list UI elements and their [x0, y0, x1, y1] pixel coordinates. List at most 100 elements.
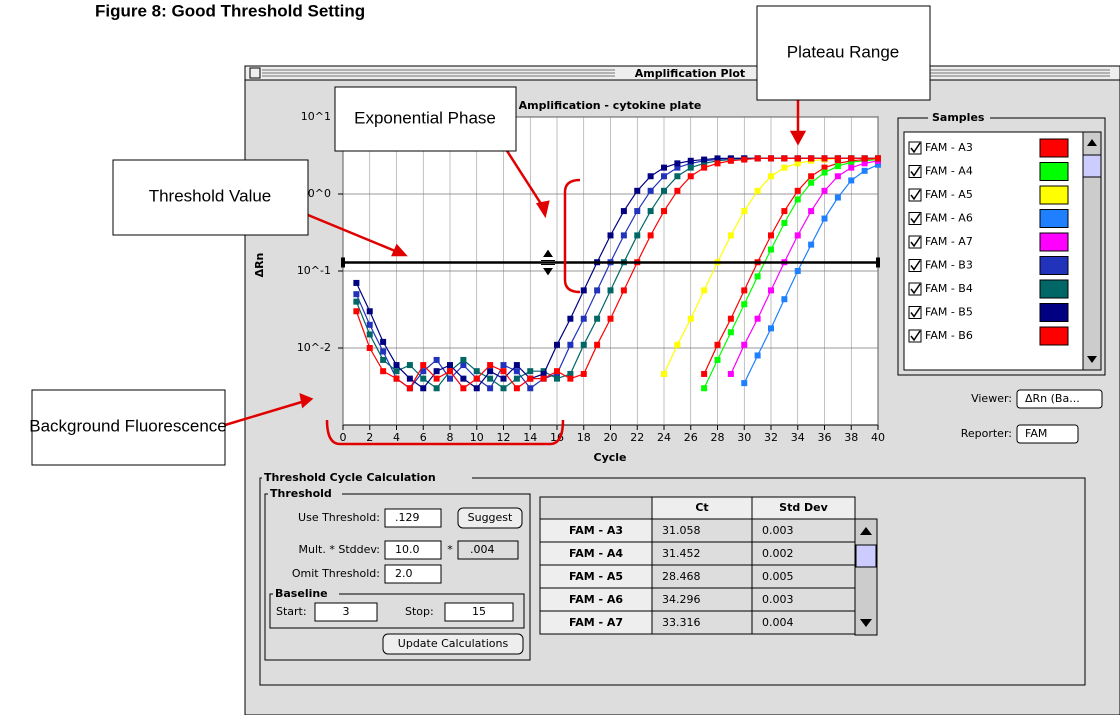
- data-point: [808, 179, 815, 186]
- data-point: [661, 370, 667, 377]
- data-point: [768, 325, 774, 332]
- data-point: [821, 187, 828, 194]
- data-point: [741, 380, 748, 387]
- data-point: [661, 173, 667, 180]
- legend-check[interactable]: [910, 213, 921, 224]
- table-value: 33.316: [662, 616, 701, 629]
- data-point: [701, 164, 708, 171]
- baseline-title: Baseline: [275, 587, 328, 600]
- legend-check[interactable]: [910, 283, 921, 295]
- row-header: FAM - A7: [569, 616, 623, 629]
- data-point: [768, 246, 774, 253]
- samples-scrollbar[interactable]: [1082, 131, 1102, 371]
- legend-check[interactable]: [910, 189, 921, 201]
- data-point: [661, 208, 667, 215]
- reporter-popup[interactable]: [1016, 424, 1079, 444]
- mult-field[interactable]: [384, 540, 442, 560]
- start-label: Start:: [276, 605, 307, 618]
- data-point: [848, 159, 855, 166]
- legend-check[interactable]: [910, 330, 921, 342]
- update-label[interactable]: Update Calculations: [398, 637, 509, 650]
- data-point: [567, 341, 574, 348]
- mult-value[interactable]: 10.0: [395, 543, 420, 556]
- data-point: [647, 232, 654, 239]
- x-tick-label: 18: [577, 431, 591, 444]
- data-point: [754, 155, 761, 162]
- stop-value[interactable]: 15: [472, 605, 486, 618]
- data-point: [433, 356, 440, 363]
- data-point: [366, 308, 373, 315]
- data-point: [687, 164, 694, 171]
- start-field[interactable]: [314, 602, 378, 622]
- data-point: [473, 385, 480, 392]
- data-point: [808, 173, 815, 180]
- table-value: 0.004: [762, 616, 794, 629]
- data-point: [794, 268, 801, 274]
- legend-swatch: [1039, 279, 1069, 299]
- callout-exponential: Exponential Phase: [354, 108, 496, 127]
- figure-title: Figure 8: Good Threshold Setting: [95, 1, 365, 20]
- start-value[interactable]: 3: [343, 605, 350, 618]
- data-point: [487, 375, 494, 382]
- plot: 0 2 4 6 8 10 12 14 16 18 20 22 24 26 28 30 32 34 36 38 4010^…: [297, 110, 885, 444]
- threshold-handle[interactable]: [341, 257, 345, 268]
- data-point: [741, 287, 748, 294]
- legend-label: FAM - B3: [925, 259, 973, 272]
- stop-field[interactable]: [444, 602, 514, 622]
- data-point: [460, 385, 467, 392]
- data-point: [540, 375, 547, 382]
- data-point: [834, 163, 841, 170]
- legend-swatch: [1039, 138, 1069, 158]
- data-point: [500, 375, 507, 382]
- data-point: [420, 375, 427, 382]
- legend-swatch: [1039, 162, 1069, 181]
- data-point: [594, 341, 601, 348]
- viewer-popup[interactable]: [1016, 389, 1103, 409]
- legend-check[interactable]: [910, 307, 921, 318]
- data-point: [554, 368, 560, 375]
- use-threshold-field[interactable]: [384, 508, 442, 528]
- legend-check[interactable]: [910, 166, 921, 177]
- omit-label: Omit Threshold:: [292, 567, 380, 580]
- omit-field[interactable]: [384, 564, 442, 584]
- use-threshold-value[interactable]: .129: [395, 511, 420, 524]
- legend-label: FAM - A3: [925, 141, 973, 154]
- viewer-value[interactable]: ΔRn (Ba...: [1025, 392, 1080, 405]
- data-point: [580, 287, 587, 294]
- data-point: [594, 315, 601, 322]
- data-point: [768, 173, 774, 180]
- table-header: Ct: [695, 501, 708, 514]
- threshold-handle[interactable]: [876, 257, 880, 268]
- table-value: 31.058: [662, 524, 701, 537]
- data-point: [433, 368, 440, 375]
- data-point: [647, 173, 654, 180]
- data-point: [834, 173, 841, 180]
- data-point: [513, 368, 520, 375]
- suggest-button[interactable]: [457, 507, 523, 529]
- table-scrollbar[interactable]: [854, 518, 878, 636]
- data-point: [380, 368, 387, 375]
- data-point: [366, 331, 373, 338]
- omit-value[interactable]: 2.0: [395, 567, 413, 580]
- data-point: [607, 287, 614, 294]
- data-point: [808, 208, 815, 215]
- y-tick-label: 10^1: [301, 110, 331, 123]
- row-header: FAM - A4: [569, 547, 623, 560]
- times-sign: *: [447, 543, 453, 556]
- legend-check[interactable]: [910, 260, 921, 271]
- data-point: [754, 352, 761, 359]
- reporter-value[interactable]: FAM: [1025, 427, 1047, 440]
- x-tick-label: 12: [497, 431, 511, 444]
- legend-check[interactable]: [910, 236, 921, 248]
- use-threshold-label: Use Threshold:: [298, 511, 380, 524]
- update-button[interactable]: [382, 633, 524, 655]
- data-point: [620, 208, 627, 215]
- data-point: [821, 169, 828, 176]
- data-point: [687, 157, 694, 164]
- legend-label: FAM - A4: [925, 165, 973, 178]
- suggest-label[interactable]: Suggest: [468, 511, 513, 524]
- legend-check[interactable]: [910, 142, 921, 154]
- samples-frame: [897, 117, 1106, 376]
- data-point: [674, 164, 681, 171]
